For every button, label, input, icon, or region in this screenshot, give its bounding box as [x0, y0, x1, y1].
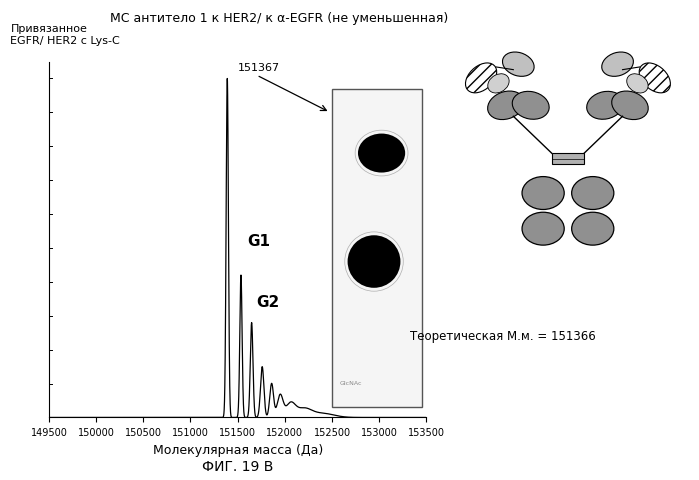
- Bar: [332, 89, 421, 408]
- Bar: [552, 154, 584, 165]
- Ellipse shape: [503, 53, 534, 77]
- Text: GlcNAc: GlcNAc: [340, 380, 362, 385]
- X-axis label: Молекулярная масса (Да): Молекулярная масса (Да): [152, 443, 323, 456]
- Text: Теоретическая М.м. = 151366: Теоретическая М.м. = 151366: [410, 329, 596, 343]
- Ellipse shape: [572, 177, 614, 210]
- Ellipse shape: [347, 236, 401, 288]
- Ellipse shape: [612, 92, 648, 120]
- Ellipse shape: [522, 213, 564, 246]
- Ellipse shape: [522, 177, 564, 210]
- Ellipse shape: [639, 64, 670, 94]
- Ellipse shape: [488, 74, 509, 94]
- Ellipse shape: [512, 92, 549, 120]
- Text: G2: G2: [257, 294, 280, 309]
- Ellipse shape: [627, 74, 648, 94]
- Ellipse shape: [488, 92, 524, 120]
- Text: 151367: 151367: [238, 62, 280, 72]
- Ellipse shape: [586, 92, 624, 120]
- Ellipse shape: [602, 53, 633, 77]
- Text: ФИГ. 19 В: ФИГ. 19 В: [202, 459, 273, 473]
- Ellipse shape: [358, 134, 405, 173]
- Text: Привязанное
EGFR/ HER2 с Lys-C: Привязанное EGFR/ HER2 с Lys-C: [10, 24, 120, 47]
- Text: G1: G1: [247, 233, 270, 249]
- Text: МС антитело 1 к HER2/ к α-EGFR (не уменьшенная): МС антитело 1 к HER2/ к α-EGFR (не умень…: [110, 12, 449, 25]
- Ellipse shape: [466, 64, 497, 94]
- Ellipse shape: [572, 213, 614, 246]
